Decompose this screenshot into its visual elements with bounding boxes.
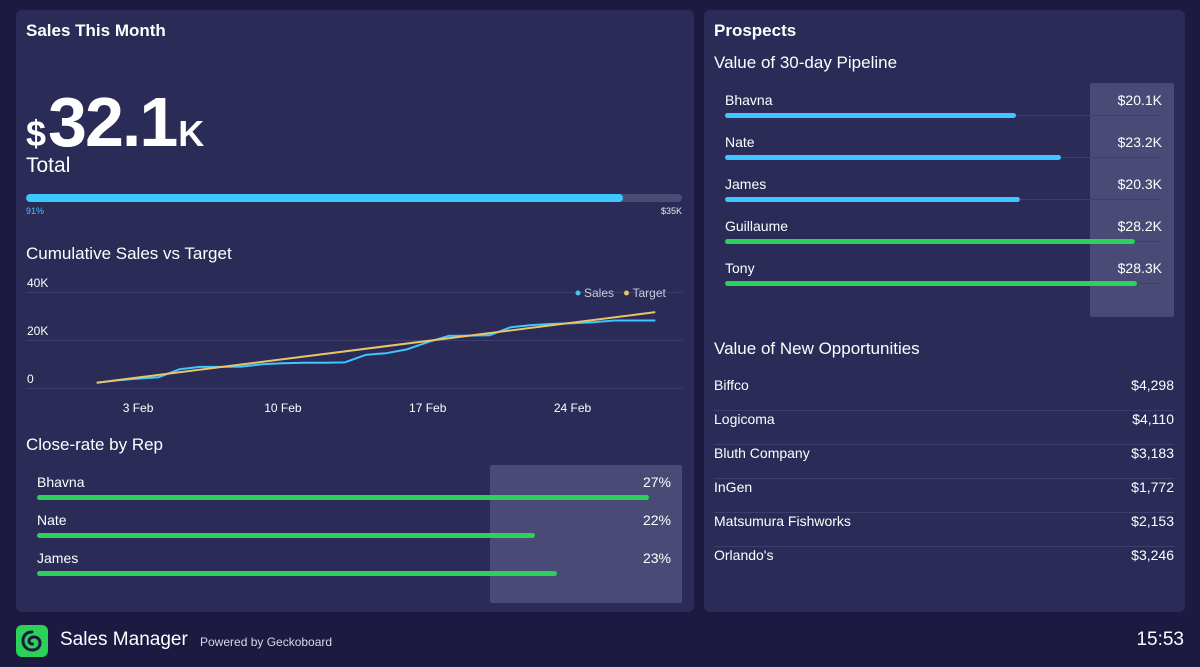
pipeline-title: Value of 30-day Pipeline: [714, 53, 898, 72]
x-tick-label: 10 Feb: [264, 401, 302, 415]
company-name: Biffco: [714, 377, 749, 393]
pipeline-bar: [725, 113, 1017, 118]
chart-title: Cumulative Sales vs Target: [26, 244, 232, 263]
rep-name: Bhavna: [725, 92, 773, 108]
close-rate-row: Nate 22%: [37, 512, 671, 548]
opportunity-value: $2,153: [1131, 513, 1174, 529]
pipeline-bar: [725, 281, 1138, 286]
value-suffix: K: [178, 113, 205, 154]
pipeline-value-column: [1090, 83, 1174, 317]
x-tick-label: 17 Feb: [409, 401, 447, 415]
pipeline-row: Bhavna $20.1K: [725, 92, 1162, 134]
pipeline-row: Guillaume $28.2K: [725, 218, 1162, 260]
rep-name: James: [725, 176, 767, 192]
opportunity-value: $3,246: [1131, 547, 1174, 563]
close-rate-value: 23%: [642, 550, 671, 566]
opportunity-row: Logicoma $4,110: [714, 411, 1174, 445]
x-tick-label: 3 Feb: [123, 401, 154, 415]
clock: 15:53: [1136, 629, 1184, 650]
panel-title: Sales This Month: [26, 21, 166, 40]
opportunity-value: $4,110: [1132, 411, 1174, 427]
opportunity-row: Matsumura Fishworks $2,153: [714, 513, 1174, 547]
rep-name: James: [37, 550, 79, 566]
opportunity-row: Biffco $4,298: [714, 377, 1174, 411]
y-tick-label: 0: [27, 372, 34, 386]
sales-total-number: $ 32.1 K: [26, 82, 204, 162]
prospects-panel: Prospects Value of 30-day Pipeline Bhavn…: [704, 10, 1185, 612]
sales-progress-fill: [26, 194, 623, 202]
x-tick-label: 24 Feb: [554, 401, 592, 415]
y-tick-label: 40K: [27, 276, 48, 290]
opportunity-value: $1,772: [1131, 479, 1174, 495]
company-name: Bluth Company: [714, 445, 810, 461]
target-series-line: [96, 311, 656, 384]
y-tick-label: 20K: [27, 324, 48, 338]
sales-legend-marker: [575, 290, 581, 296]
sales-total-value: 32.1: [48, 83, 178, 161]
close-rate-bar: [37, 571, 557, 576]
pipeline-row: Tony $28.3K: [725, 260, 1162, 302]
pipeline-row: James $20.3K: [725, 176, 1162, 218]
close-rate-bar: [37, 495, 649, 500]
geckoboard-logo-icon: [16, 625, 48, 657]
close-rate-bar: [37, 533, 535, 538]
company-name: Orlando's: [714, 547, 774, 563]
pipeline-bar: [725, 197, 1020, 202]
sales-progress-track: [26, 194, 682, 202]
opportunity-value: $4,298: [1131, 377, 1174, 393]
currency-prefix: $: [26, 113, 47, 154]
powered-by: Powered by Geckoboard: [200, 635, 333, 649]
pipeline-bar: [725, 155, 1062, 160]
rep-name: Tony: [725, 260, 755, 276]
pipeline-value: $20.1K: [1117, 92, 1162, 108]
pipeline-value: $23.2K: [1117, 134, 1162, 150]
progress-percent-label: 91%: [26, 206, 45, 216]
opportunity-row: Orlando's $3,246: [714, 547, 1174, 581]
close-rate-title: Close-rate by Rep: [26, 435, 164, 454]
panel-title: Prospects: [714, 21, 797, 40]
close-rate-row: Bhavna 27%: [37, 474, 671, 510]
sales-total-label: Total: [26, 154, 71, 177]
footer: Sales Manager Powered by Geckoboard 15:5…: [0, 612, 1200, 667]
close-rate-row: James 23%: [37, 550, 671, 586]
rep-name: Bhavna: [37, 474, 85, 490]
sales-panel: Sales This Month $ 32.1 K Total 91% $35K…: [16, 10, 694, 612]
opportunities-title: Value of New Opportunities: [714, 339, 920, 358]
opportunity-row: InGen $1,772: [714, 479, 1174, 513]
rep-name: Nate: [725, 134, 755, 150]
sales-legend-label: Sales: [584, 286, 614, 300]
opportunity-row: Bluth Company $3,183: [714, 445, 1174, 479]
close-rate-value: 27%: [642, 474, 671, 490]
close-rate-value: 22%: [642, 512, 671, 528]
rep-name: Nate: [37, 512, 67, 528]
cumulative-sales-chart: 40K 20K 0 3 Feb 10 Feb 17 Feb 24 Feb Sales Targe…: [26, 276, 682, 415]
company-name: Logicoma: [714, 411, 775, 427]
company-name: Matsumura Fishworks: [714, 513, 851, 529]
sales-series-line: [96, 319, 656, 384]
pipeline-row: Nate $23.2K: [725, 134, 1162, 176]
opportunity-value: $3,183: [1131, 445, 1174, 461]
progress-target-label: $35K: [660, 206, 682, 216]
company-name: InGen: [714, 479, 753, 495]
pipeline-value: $28.2K: [1117, 218, 1162, 234]
app-name: Sales Manager: [60, 629, 188, 650]
target-legend-label: Target: [633, 286, 667, 300]
pipeline-value: $20.3K: [1117, 176, 1162, 192]
rep-name: Guillaume: [725, 218, 789, 234]
target-legend-marker: [624, 290, 629, 296]
pipeline-bar: [725, 239, 1135, 244]
pipeline-value: $28.3K: [1117, 260, 1162, 276]
